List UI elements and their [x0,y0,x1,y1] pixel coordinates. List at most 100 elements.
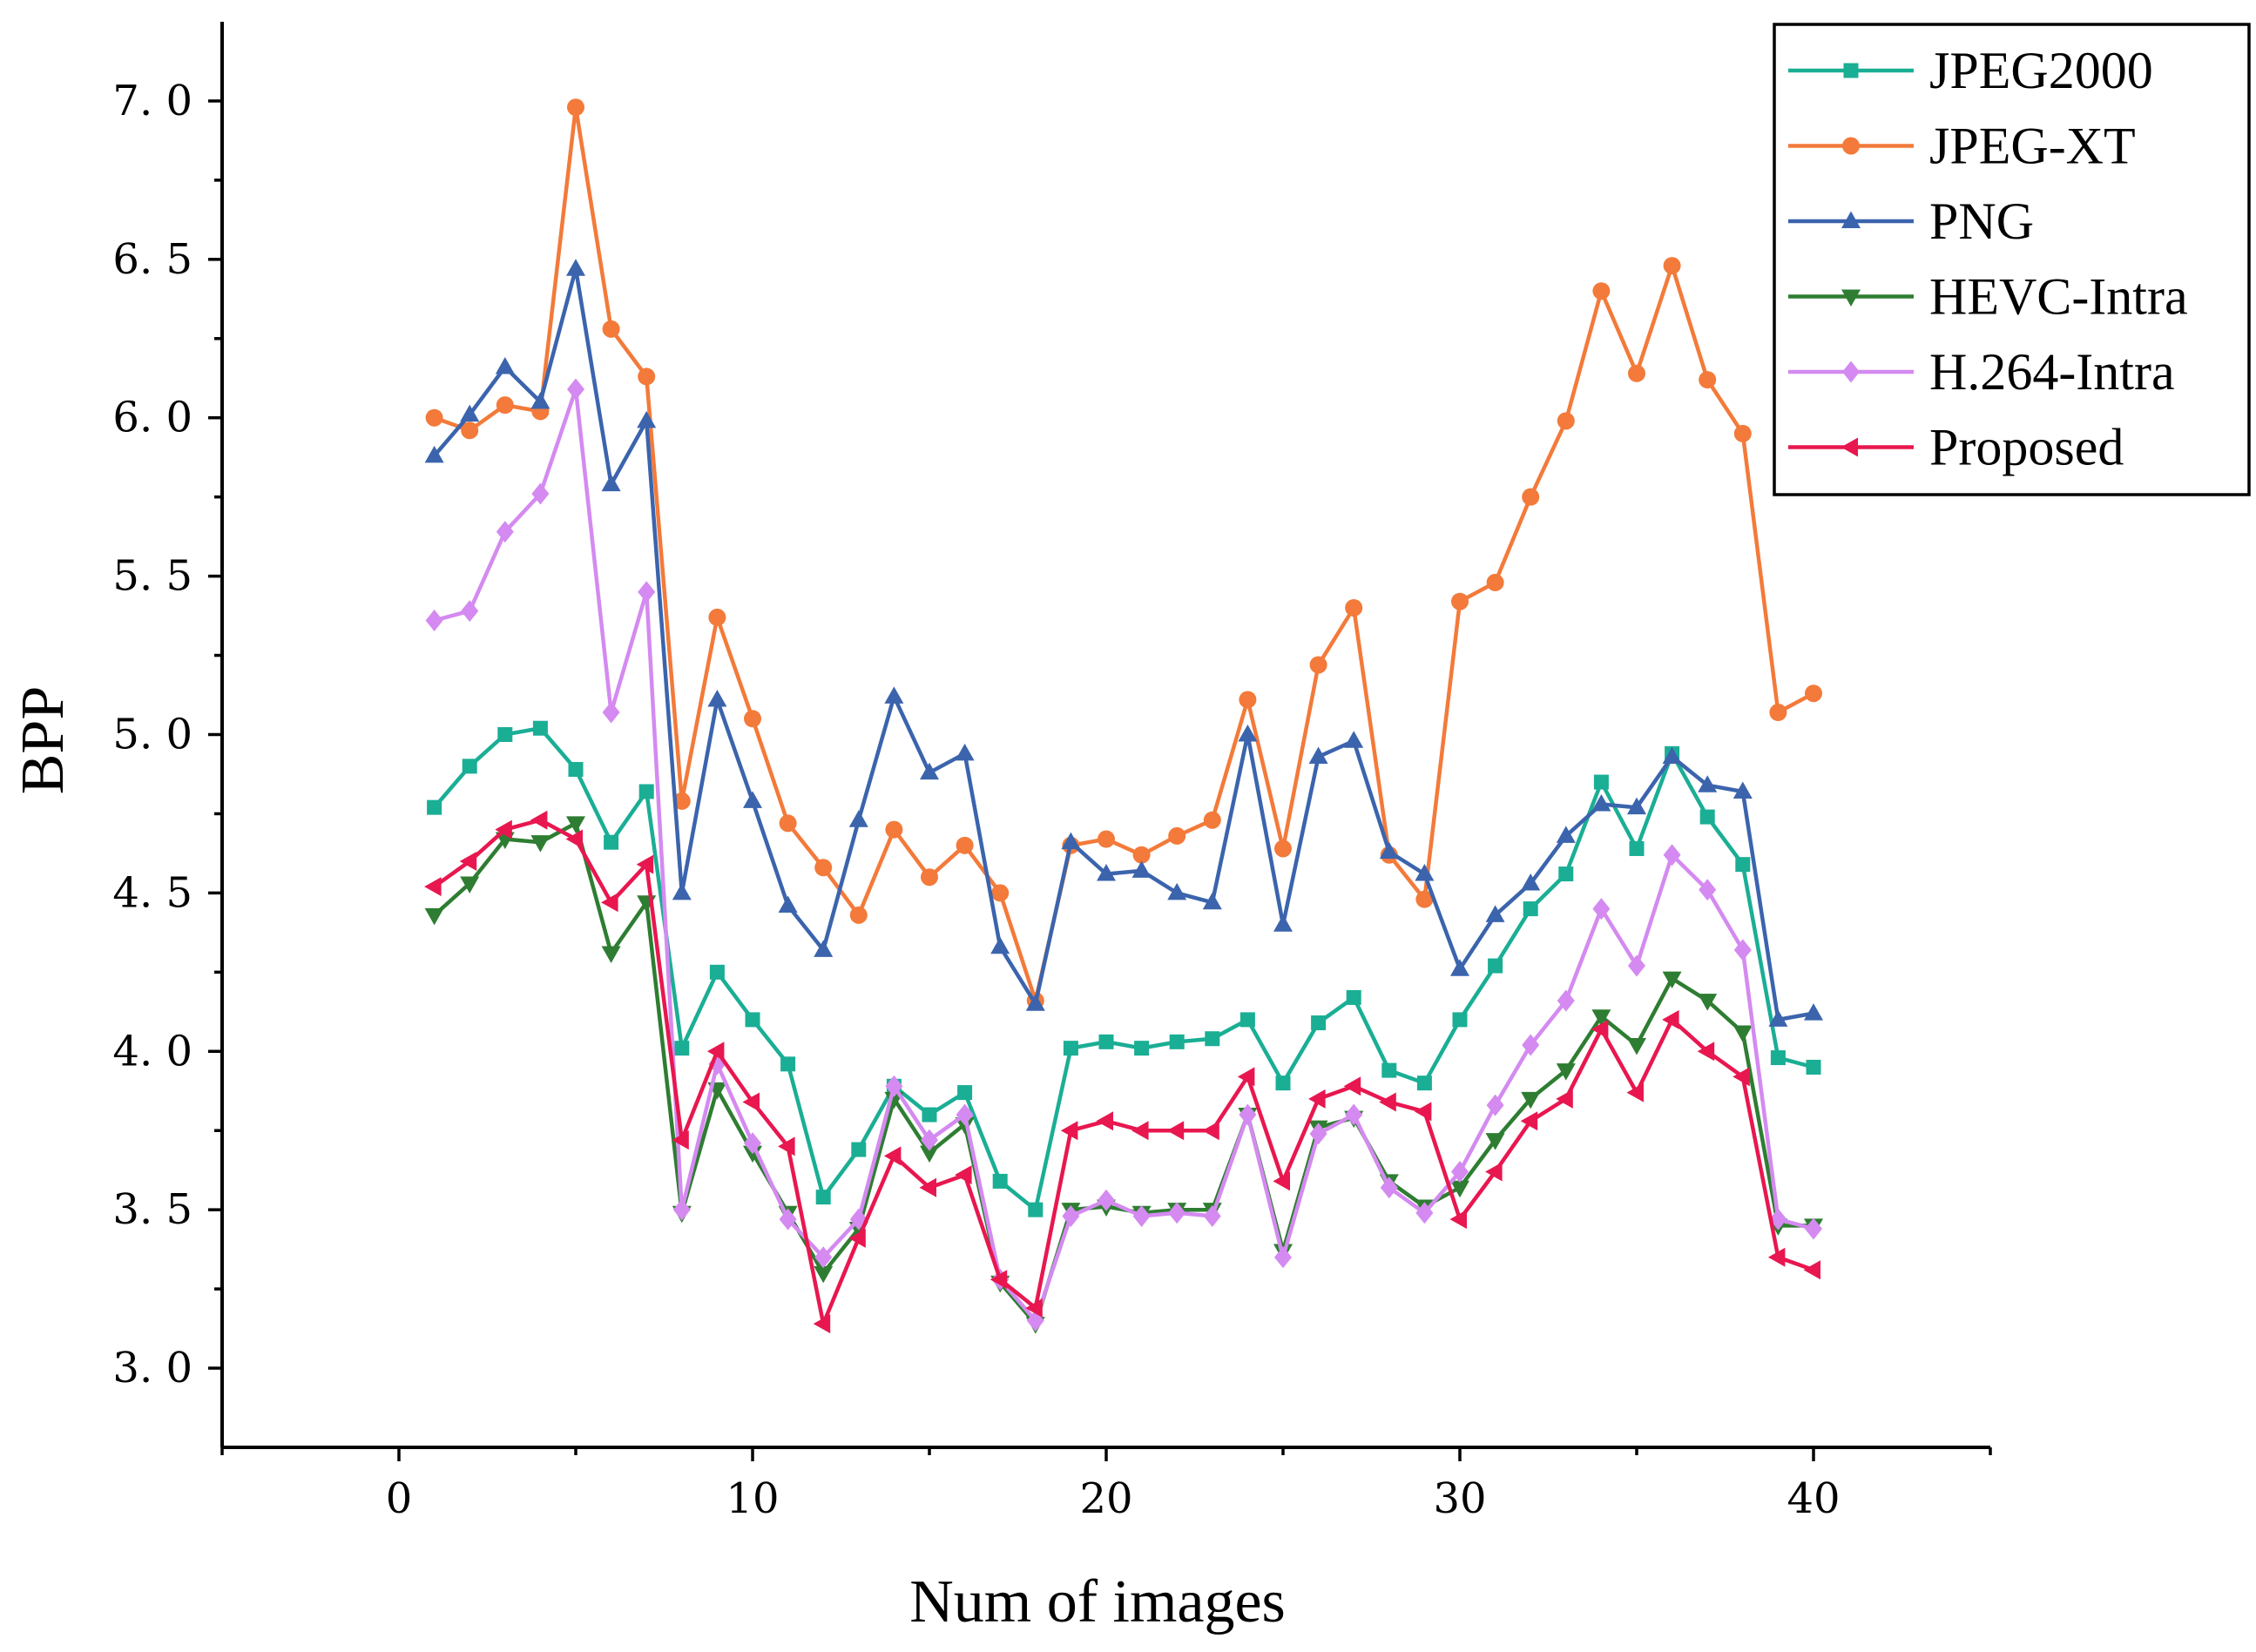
data-point-jpeg2000 [1523,901,1538,917]
legend-item-png: PNG [1788,192,2034,250]
data-point-jpeg-xt [602,320,620,338]
data-point-proposed [990,1270,1008,1290]
data-point-jpeg2000 [638,784,654,799]
y-tick-label: 3. 0 [112,1344,193,1392]
data-point-png [1698,775,1718,792]
data-point-proposed [495,819,512,839]
data-point-png [1131,860,1152,878]
data-point-png [1097,864,1116,881]
data-point-h-264-intra [1557,989,1575,1012]
data-point-jpeg2000 [1381,1062,1397,1078]
data-point-jpeg2000 [1416,1075,1432,1091]
data-point-proposed [883,1146,902,1166]
y-tick-label: 4. 0 [112,1027,193,1075]
data-point-h-264-intra [425,610,443,632]
data-point-jpeg-xt [849,906,868,924]
data-point-jpeg2000 [568,762,584,778]
data-point-h-264-intra [956,1103,974,1126]
data-point-png [495,357,515,374]
data-point-png [1238,725,1258,742]
x-tick-label: 0 [386,1474,413,1523]
data-point-jpeg-xt [1628,364,1645,382]
data-point-jpeg-xt [1805,684,1822,703]
data-point-jpeg2000 [745,1012,760,1028]
data-point-jpeg2000 [1488,958,1503,974]
data-point-h-264-intra [1168,1202,1186,1224]
data-point-proposed [672,1130,689,1150]
data-point-jpeg2000 [1098,1034,1114,1049]
data-point-png [1450,959,1469,976]
data-point-jpeg-xt [1663,257,1681,275]
data-point-proposed [778,1136,795,1156]
data-point-proposed [1166,1121,1185,1141]
data-point-jpeg2000 [1593,774,1609,790]
data-point-hevc-intra [424,907,444,926]
data-point-proposed [1025,1298,1043,1318]
data-point-png [601,474,621,492]
data-point-proposed [955,1165,972,1185]
data-point-jpeg2000 [1275,1075,1291,1091]
series-jpeg-xt [425,98,1822,1010]
data-point-jpeg2000 [1558,866,1574,882]
data-point-proposed [813,1314,831,1334]
data-point-h-264-intra [1486,1094,1504,1116]
data-point-jpeg2000 [1629,840,1645,856]
x-tick-label: 40 [1787,1474,1840,1523]
y-tick-label: 5. 0 [112,711,193,759]
data-point-h-264-intra [531,482,550,505]
data-point-jpeg2000 [1028,1202,1044,1217]
legend-marker [1843,63,1859,78]
data-point-jpeg-xt [814,859,833,877]
series-proposed [424,810,1820,1334]
series-jpeg2000 [427,720,1821,1217]
data-point-jpeg-xt [708,608,726,626]
data-point-png [460,404,480,422]
data-point-hevc-intra [1698,994,1718,1011]
legend-item-hevc-intra: HEVC-Intra [1788,268,2188,326]
data-point-png [955,743,975,761]
data-point-h-264-intra [1380,1177,1398,1199]
data-point-jpeg-xt [1239,691,1257,709]
data-point-jpeg-xt [1699,371,1717,389]
data-point-png [1591,794,1611,812]
data-point-h-264-intra [1451,1161,1469,1183]
y-tick-label: 6. 5 [112,235,193,284]
data-point-jpeg2000 [851,1142,867,1157]
data-point-jpeg-xt [1132,846,1151,864]
data-point-proposed [1308,1089,1326,1109]
data-point-jpeg-xt [1522,488,1540,506]
data-point-proposed [1520,1111,1538,1131]
data-point-png [743,791,762,808]
data-point-proposed [1697,1042,1715,1062]
data-point-proposed [1096,1111,1113,1131]
data-point-proposed [565,829,583,849]
data-point-jpeg-xt [1557,412,1575,430]
data-point-png [1485,905,1505,922]
data-point-hevc-intra [920,1145,939,1163]
data-point-proposed [1237,1067,1255,1087]
data-point-jpeg-xt [885,820,903,839]
data-point-jpeg2000 [922,1107,937,1123]
legend-item-jpeg-xt: JPEG-XT [1788,118,2136,175]
series-png [424,259,1823,1027]
data-point-jpeg2000 [462,759,477,774]
data-point-h-264-intra [1699,879,1717,901]
data-point-h-264-intra [1415,1202,1434,1224]
data-point-h-264-intra [638,581,656,603]
data-point-jpeg2000 [427,799,442,815]
data-point-png [424,445,444,463]
data-point-png [884,686,904,704]
data-point-png [1061,832,1081,850]
data-point-jpeg-xt [1098,830,1115,848]
data-point-jpeg-xt [779,814,797,833]
data-point-h-264-intra [1309,1123,1327,1145]
data-point-png [990,936,1010,954]
y-axis-title: BPP [10,686,77,795]
series-line-jpeg-xt [433,105,1815,1003]
legend-item-jpeg2000: JPEG2000 [1788,42,2153,99]
data-point-png [1308,746,1328,764]
series-line-png [432,266,1814,1022]
data-point-jpeg2000 [957,1085,973,1101]
data-point-hevc-intra [1591,1009,1611,1027]
